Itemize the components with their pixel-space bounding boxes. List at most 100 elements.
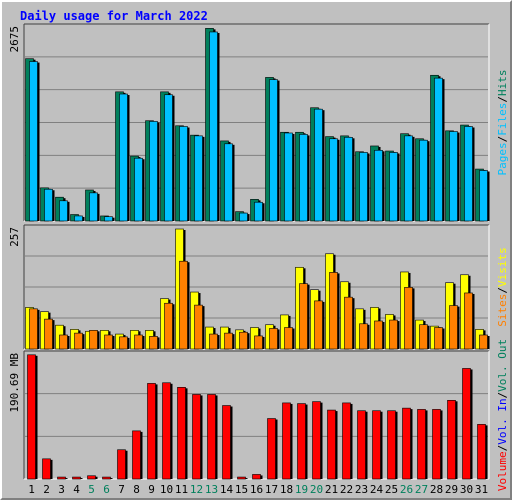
bar-sites-day-27 <box>419 324 428 350</box>
bar-files-day-3 <box>59 200 68 222</box>
day-label-6: 6 <box>103 483 110 496</box>
bar-files-day-12 <box>194 135 203 222</box>
bar-volume-day-10 <box>162 382 171 480</box>
bar-volume-day-29 <box>447 400 456 480</box>
bar-files-day-2 <box>44 188 53 222</box>
bar-files-day-30 <box>464 126 473 222</box>
y-max-label-requests: 2675 <box>8 26 21 53</box>
bar-volume-day-4 <box>72 476 81 480</box>
bar-files-day-31 <box>479 170 488 222</box>
bar-sites-day-25 <box>389 319 398 350</box>
bar-volume-day-19 <box>297 403 306 480</box>
bar-files-day-16 <box>254 201 263 222</box>
day-label-15: 15 <box>235 483 248 496</box>
bar-sites-day-2 <box>44 318 53 350</box>
bar-volume-day-28 <box>432 409 441 480</box>
bar-sites-day-8 <box>134 334 143 350</box>
bar-files-day-11 <box>179 126 188 222</box>
bar-files-day-19 <box>299 134 308 222</box>
day-label-19: 19 <box>295 483 308 496</box>
bar-volume-day-3 <box>57 476 66 480</box>
bar-sites-day-15 <box>239 331 248 350</box>
bar-sites-day-18 <box>284 327 293 350</box>
legend-item: Sites <box>496 294 509 327</box>
bar-sites-day-10 <box>164 302 173 350</box>
day-label-23: 23 <box>355 483 368 496</box>
day-label-26: 26 <box>400 483 413 496</box>
day-label-14: 14 <box>220 483 234 496</box>
bar-sites-day-17 <box>269 328 278 350</box>
legend-item: Vol. Out <box>496 339 509 392</box>
bar-files-day-1 <box>29 61 38 222</box>
bar-volume-day-20 <box>312 401 321 480</box>
bar-sites-day-14 <box>224 332 233 350</box>
day-label-27: 27 <box>415 483 428 496</box>
bar-volume-day-25 <box>387 410 396 480</box>
bar-sites-day-29 <box>449 305 458 350</box>
bar-sites-day-31 <box>479 334 488 350</box>
legend-item: Volume <box>496 451 509 491</box>
day-label-13: 13 <box>205 483 218 496</box>
bar-volume-day-16 <box>252 474 261 480</box>
bar-volume-day-14 <box>222 405 231 480</box>
bar-volume-day-26 <box>402 407 411 480</box>
bar-files-day-9 <box>149 121 158 222</box>
bar-volume-day-22 <box>342 402 351 480</box>
bar-sites-day-1 <box>29 308 38 350</box>
chart-title: Daily usage for March 2022 <box>20 9 208 23</box>
bar-volume-day-1 <box>27 354 36 480</box>
bar-files-day-13 <box>209 31 218 222</box>
day-label-20: 20 <box>310 483 323 496</box>
bar-files-day-4 <box>74 215 83 222</box>
bar-sites-day-11 <box>179 260 188 350</box>
bar-files-day-25 <box>389 152 398 222</box>
legend-requests: Pages/Files/Hits <box>496 70 509 176</box>
legend-item: Vol. In <box>496 398 509 444</box>
bar-sites-day-13 <box>209 333 218 350</box>
bar-volume-day-7 <box>117 449 126 480</box>
bar-volume-day-2 <box>42 458 51 480</box>
bar-sites-day-3 <box>59 334 68 350</box>
bar-files-day-8 <box>134 157 143 222</box>
bar-sites-day-21 <box>329 272 338 350</box>
bar-files-day-14 <box>224 143 233 222</box>
bar-files-day-18 <box>284 132 293 222</box>
y-max-label-volume: 190.69 MB <box>8 353 21 413</box>
bar-files-day-20 <box>314 108 323 222</box>
legend-item: Hits <box>496 70 509 97</box>
bar-files-day-28 <box>434 77 443 222</box>
bar-sites-day-6 <box>104 334 113 350</box>
bar-volume-day-11 <box>177 387 186 480</box>
bar-volume-day-27 <box>417 409 426 480</box>
day-label-18: 18 <box>280 483 293 496</box>
day-label-17: 17 <box>265 483 278 496</box>
day-label-25: 25 <box>385 483 398 496</box>
bar-sites-day-12 <box>194 304 203 350</box>
bar-files-day-22 <box>344 137 353 222</box>
bar-volume-day-12 <box>192 394 201 480</box>
bar-volume-day-15 <box>237 476 246 480</box>
bar-sites-day-16 <box>254 335 263 350</box>
day-label-2: 2 <box>43 483 50 496</box>
bar-volume-day-13 <box>207 394 216 480</box>
bar-files-day-26 <box>404 135 413 222</box>
day-label-12: 12 <box>190 483 203 496</box>
legend-item: Visits <box>496 247 509 287</box>
bar-sites-day-30 <box>464 292 473 350</box>
day-label-1: 1 <box>28 483 35 496</box>
day-label-5: 5 <box>88 483 95 496</box>
bar-sites-day-24 <box>374 320 383 350</box>
bar-volume-day-21 <box>327 409 336 480</box>
bar-sites-day-19 <box>299 283 308 350</box>
bar-sites-day-20 <box>314 300 323 350</box>
day-label-8: 8 <box>133 483 140 496</box>
bar-sites-day-22 <box>344 296 353 350</box>
day-label-3: 3 <box>58 483 65 496</box>
bar-sites-day-7 <box>119 336 128 350</box>
legend-item: Files <box>496 103 509 136</box>
legend-item: Pages <box>496 142 509 175</box>
bar-files-day-15 <box>239 212 248 222</box>
bar-volume-day-31 <box>477 424 486 480</box>
day-label-28: 28 <box>430 483 443 496</box>
